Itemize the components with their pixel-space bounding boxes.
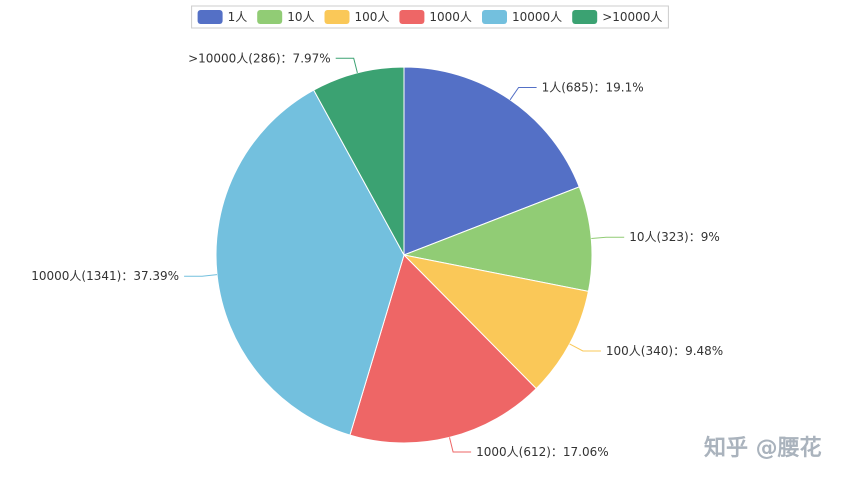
slice-label-100: 100人(340)：9.48% — [606, 344, 723, 358]
legend-swatch-100 — [324, 10, 350, 24]
chart-legend: 1人 10人 100人 1000人 10000人 >10000人 — [191, 5, 669, 29]
slice-labels: 1人(685)：19.1% 10人(323)：9% 100人(340)：9.48% 1… — [31, 51, 723, 459]
leader-line-1000 — [449, 437, 472, 453]
legend-swatch-1000 — [399, 10, 425, 24]
leader-line-10 — [591, 236, 625, 239]
slice-label-1: 1人(685)：19.1% — [542, 81, 644, 95]
slice-label-10: 10人(323)：9% — [629, 230, 720, 244]
legend-swatch-1 — [197, 10, 223, 24]
legend-label-1: 1人 — [228, 10, 248, 24]
slice-label-1000: 1000人(612)：17.06% — [476, 445, 609, 459]
legend-item-1000[interactable]: 1000人 — [399, 10, 472, 24]
legend-item-10[interactable]: 10人 — [257, 10, 314, 24]
watermark: 知乎 @腰花 — [704, 435, 822, 461]
leader-line-1 — [509, 87, 537, 101]
legend-label-10000: 10000人 — [512, 10, 562, 24]
legend-item-gt-10000[interactable]: >10000人 — [572, 10, 662, 24]
legend-item-10000[interactable]: 10000人 — [482, 10, 562, 24]
leader-line-gt-10000 — [335, 57, 358, 74]
pie-slice-gt-10000[interactable] — [313, 66, 405, 256]
legend-swatch-10000 — [482, 10, 507, 24]
legend-label-10: 10人 — [287, 10, 314, 24]
leader-line-100 — [569, 343, 601, 352]
legend-swatch-10 — [257, 10, 283, 24]
slice-label-10000: 10000人(1341)：37.39% — [31, 269, 179, 283]
pie-slices — [215, 66, 593, 444]
legend-label-100: 100人 — [355, 10, 390, 24]
legend-box — [191, 5, 669, 29]
legend-item-1[interactable]: 1人 — [197, 10, 248, 24]
legend-swatch-gt-10000 — [572, 10, 598, 24]
pie-slice-10000[interactable] — [215, 89, 405, 436]
legend-label-gt-10000: >10000人 — [602, 10, 662, 24]
leader-line-10000 — [184, 274, 218, 277]
slice-label-gt-10000: >10000人(286)：7.97% — [188, 51, 331, 65]
legend-item-100[interactable]: 100人 — [324, 10, 390, 24]
legend-label-1000: 1000人 — [429, 10, 472, 24]
pie-slice-10[interactable] — [402, 186, 593, 292]
